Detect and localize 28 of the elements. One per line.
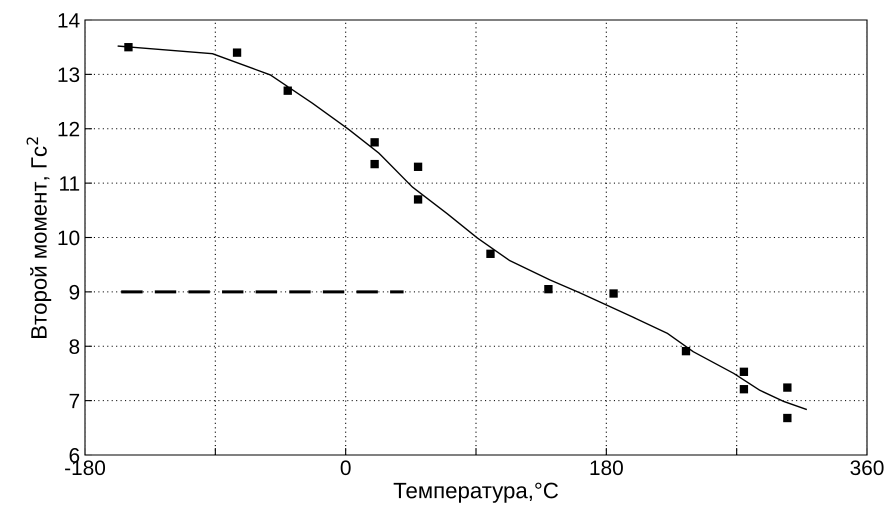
y-tick-label: 7 xyxy=(70,394,80,408)
point xyxy=(414,162,422,171)
x-tick-label: 180 xyxy=(590,460,623,476)
point xyxy=(783,383,792,392)
x-axis-title: Температура,°С xyxy=(394,482,558,503)
y-tick-label: 14 xyxy=(58,13,80,28)
y-tick-label: 9 xyxy=(70,284,80,300)
y-tick-label: 10 xyxy=(58,230,80,246)
point xyxy=(370,160,379,168)
x-tick-label: 360 xyxy=(850,460,884,476)
y-tick-label: 13 xyxy=(58,67,80,82)
point xyxy=(370,138,379,147)
point xyxy=(232,48,242,57)
point xyxy=(609,289,618,298)
x-tick-label: 0 xyxy=(340,460,351,476)
y-tick-label: 8 xyxy=(69,339,80,354)
y-tick-label: 11 xyxy=(60,176,80,191)
point xyxy=(284,86,292,95)
point xyxy=(124,43,133,52)
point xyxy=(740,368,748,376)
point xyxy=(682,346,690,356)
point xyxy=(544,284,553,294)
point xyxy=(414,195,422,204)
y-tick-label: 12 xyxy=(58,122,80,136)
point xyxy=(486,250,495,258)
point xyxy=(740,385,748,394)
point xyxy=(783,414,792,422)
y-axis-title: Второй момент, Гс$^{2}$ xyxy=(26,137,52,338)
